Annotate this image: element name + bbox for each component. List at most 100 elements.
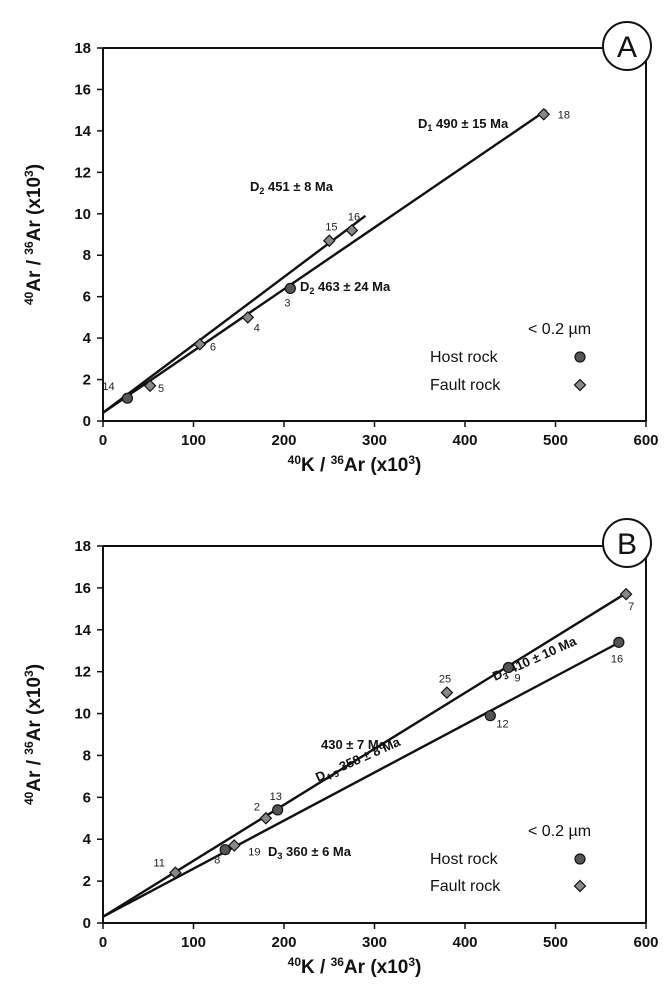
x-tick-label: 500: [543, 934, 568, 951]
y-tick-label: 12: [74, 164, 91, 181]
point-label: 14: [102, 381, 114, 393]
line-label-part: 430 ± 7 Ma: [321, 737, 387, 752]
point-label: 13: [270, 791, 282, 803]
line-label-part: D: [418, 116, 427, 131]
line-label-part: D: [268, 844, 277, 859]
line-label-part: 2: [259, 186, 264, 196]
x-axis-title-part: ): [415, 957, 421, 978]
fault-rock-point: [143, 379, 157, 393]
y-tick-label: 14: [74, 622, 91, 639]
point-label: 16: [611, 653, 623, 665]
x-axis-title-part: Ar (x10: [344, 455, 408, 476]
line-age-label: D2 451 ± 8 Ma: [250, 179, 334, 196]
regression-line: [102, 109, 548, 414]
line-label-part: 490 ± 15 Ma: [432, 116, 509, 131]
x-tick-label: 200: [271, 934, 296, 951]
point-label: 8: [214, 855, 220, 867]
host-rock-point: [613, 636, 625, 648]
line-label-part: 463 ± 24 Ma: [314, 279, 391, 294]
y-tick-label: 2: [83, 873, 91, 890]
panel-B: 0 2 4 6 8 10 12 14 16 18 0 100 200 300 400 500 600 40K / …: [22, 518, 659, 978]
line-age-label: D1 490 ± 15 Ma: [418, 116, 509, 133]
y-axis-title-part: 36: [22, 741, 36, 755]
legend-fault-label: Fault rock: [430, 878, 501, 895]
x-tick-label: 0: [99, 934, 107, 951]
x-axis-title-part: 3: [408, 453, 415, 467]
y-axis-title-part: ): [24, 664, 45, 670]
line-label-part: D: [300, 279, 309, 294]
y-tick-label: 8: [83, 747, 91, 764]
regression-line: [102, 639, 624, 918]
host-rock-point: [219, 844, 231, 856]
line-age-label: D3 410 ± 10 Ma: [490, 633, 580, 686]
x-axis-title-part: K /: [301, 455, 331, 476]
fault-rock-point: [169, 866, 182, 880]
x-tick-label: 500: [543, 432, 568, 449]
line-label-part: 3: [502, 671, 511, 682]
point-label: 9: [514, 672, 520, 684]
x-tick-label: 400: [452, 432, 477, 449]
legend-host-label: Host rock: [430, 851, 499, 868]
x-tick-label: 300: [362, 432, 387, 449]
fault-rock-point: [345, 224, 359, 237]
y-tick-label: 16: [74, 81, 91, 98]
x-tick-label: 0: [99, 432, 107, 449]
legend-host-marker: [574, 853, 586, 865]
y-axis-title-part: 40: [22, 291, 36, 305]
legend-fault-marker: [573, 879, 587, 893]
line-label-part: 3: [277, 851, 282, 861]
fault-rock-point: [619, 587, 633, 601]
y-axis-title-part: Ar /: [24, 755, 45, 792]
y-tick-label: 0: [83, 413, 91, 430]
point-label: 3: [284, 297, 290, 309]
y-tick-label: 0: [83, 915, 91, 932]
host-rock-point: [502, 661, 515, 674]
y-tick-label: 6: [83, 789, 91, 806]
line-label-part: D: [250, 179, 259, 194]
fault-rock-point: [537, 107, 551, 121]
fault-rock-point: [227, 839, 241, 852]
y-axis-title-part: 40: [22, 791, 36, 805]
x-tick-label: 600: [633, 432, 658, 449]
point-label: 5: [158, 383, 164, 395]
x-axis-title-part: 36: [331, 955, 345, 969]
line-label-part: 410 ± 10 Ma: [503, 633, 579, 678]
point-label: 18: [558, 109, 570, 121]
line-label-part: 2: [309, 286, 314, 296]
regression-line: [102, 591, 629, 918]
y-axis-title: 40Ar / 36Ar (x103): [22, 664, 45, 805]
x-tick-label: 100: [181, 432, 206, 449]
x-tick-label: 200: [271, 432, 296, 449]
y-axis-title-part: 3: [22, 170, 36, 177]
fault-rock-point: [193, 337, 207, 351]
x-axis-title: 40K / 36Ar (x103): [288, 453, 422, 476]
fault-rock-point: [440, 686, 454, 699]
y-tick-label: 18: [74, 538, 91, 555]
legend-title: < 0.2 µm: [528, 823, 591, 840]
x-axis-title-part: 3: [408, 955, 415, 969]
y-axis-title: 40Ar / 36Ar (x103): [22, 164, 45, 305]
legend-title: < 0.2 µm: [528, 321, 591, 338]
point-label: 4: [254, 322, 260, 334]
x-tick-label: 300: [362, 934, 387, 951]
panel-letter-circle: [602, 21, 652, 71]
y-axis-title-part: 3: [22, 670, 36, 677]
host-rock-point: [121, 392, 134, 404]
y-axis-title-part: Ar (x10: [24, 677, 45, 741]
point-label: 19: [248, 847, 260, 859]
point-label: 7: [628, 601, 634, 613]
host-rock-point: [284, 282, 296, 294]
fault-rock-point: [241, 311, 255, 324]
x-axis-title-part: 36: [331, 453, 345, 467]
y-tick-label: 6: [83, 289, 91, 306]
x-axis-title-part: K /: [301, 957, 331, 978]
x-axis-title-part: Ar (x10: [344, 957, 408, 978]
line-label-part: 4-5: [325, 768, 341, 782]
fault-rock-point: [259, 811, 273, 825]
line-label-part: 360 ± 6 Ma: [282, 844, 351, 859]
x-tick-label: 600: [633, 934, 658, 951]
line-age-label: D3 360 ± 6 Ma: [268, 844, 352, 861]
